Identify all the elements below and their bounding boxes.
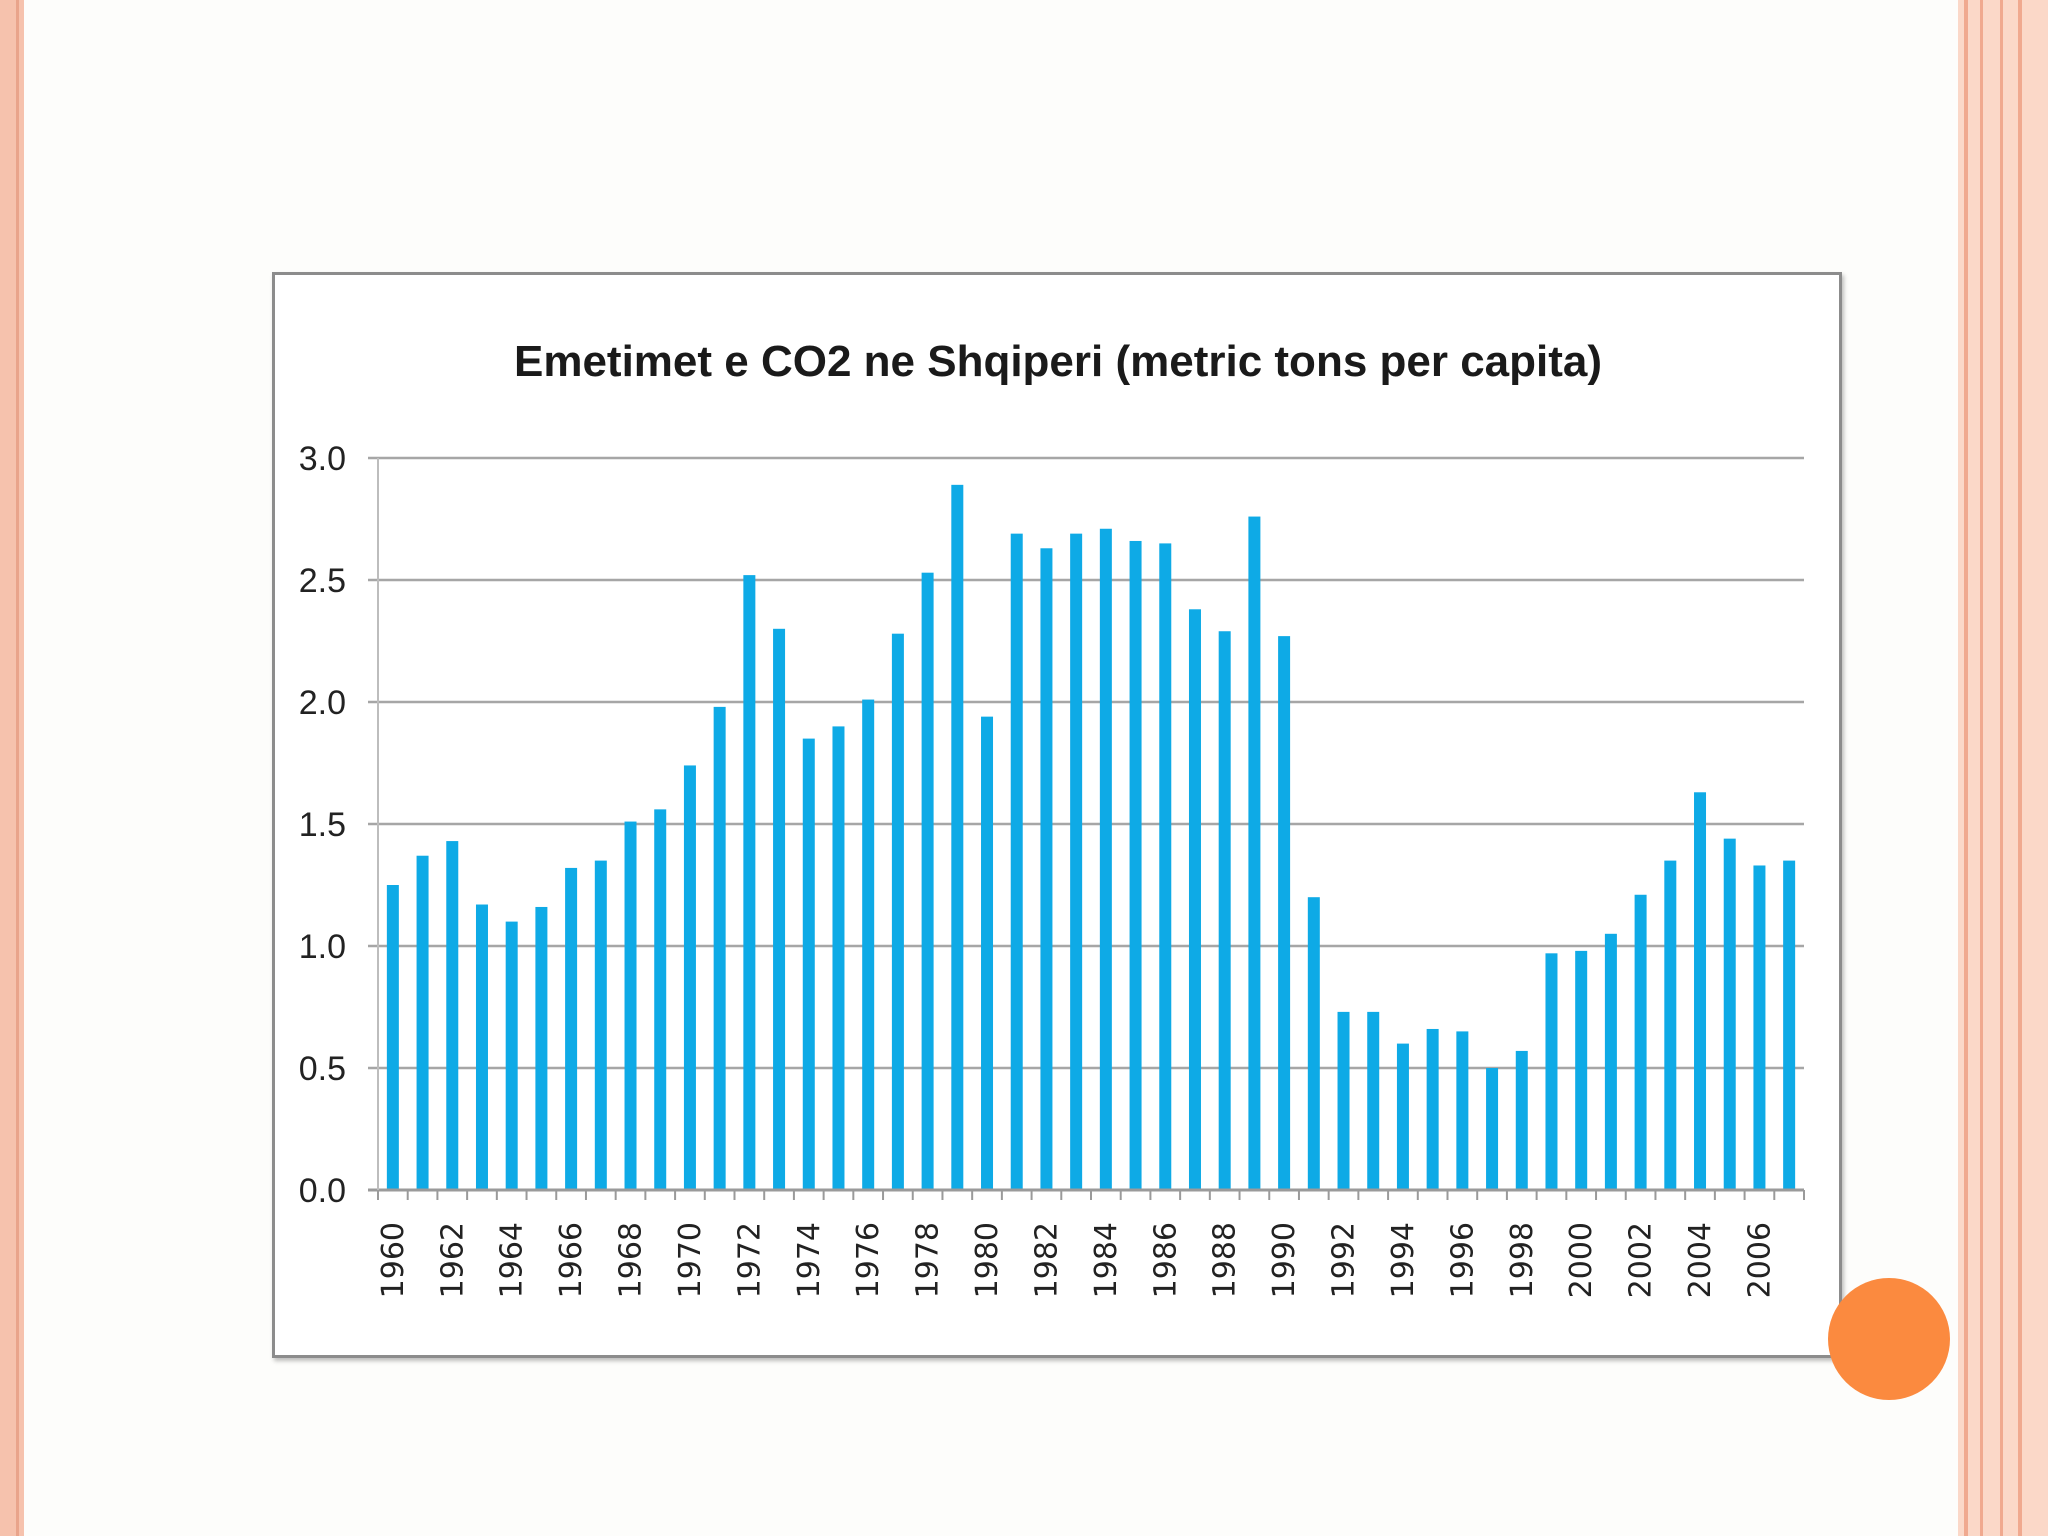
x-tick-label: 1984 — [1089, 1222, 1124, 1298]
bar-1966 — [565, 867, 578, 1190]
bar-2004 — [1694, 792, 1707, 1190]
x-tick-label: 1980 — [970, 1222, 1005, 1298]
bar-1999 — [1545, 953, 1558, 1190]
y-tick-label: 0.0 — [299, 1172, 346, 1210]
bar-1998 — [1515, 1050, 1528, 1190]
y-tick-label: 2.5 — [299, 562, 346, 600]
bar-1990 — [1278, 636, 1291, 1190]
x-tick-label: 2004 — [1683, 1222, 1718, 1298]
chart-title: Emetimet e CO2 ne Shqiperi (metric tons … — [514, 337, 1602, 386]
right-stripe — [2018, 0, 2022, 1536]
bar-1989 — [1248, 516, 1261, 1190]
bar-2006 — [1753, 865, 1766, 1190]
bar-1979 — [951, 484, 964, 1191]
x-tick-label: 2002 — [1624, 1222, 1659, 1298]
bar-1993 — [1367, 1011, 1380, 1190]
x-tick-label: 1962 — [435, 1222, 470, 1298]
bar-1962 — [446, 841, 459, 1190]
gridlines — [368, 456, 1804, 1070]
x-tick-label: 1960 — [376, 1222, 411, 1298]
x-axis — [368, 458, 1805, 1200]
y-tick-label: 0.5 — [299, 1050, 346, 1088]
bar-1995 — [1426, 1028, 1439, 1190]
x-tick-label: 1974 — [792, 1222, 827, 1298]
bar-1960 — [386, 885, 399, 1190]
bar-1963 — [475, 904, 488, 1190]
bars — [386, 484, 1796, 1191]
bar-2005 — [1723, 838, 1736, 1190]
bar-1981 — [1010, 533, 1023, 1190]
x-tick-label: 1986 — [1148, 1222, 1183, 1298]
x-tick-label: 1978 — [911, 1222, 946, 1298]
bar-1978 — [921, 572, 934, 1190]
bar-1997 — [1486, 1068, 1499, 1190]
x-tick-label: 1998 — [1505, 1222, 1540, 1298]
bar-1986 — [1159, 543, 1172, 1190]
bar-2007 — [1783, 860, 1796, 1190]
x-tick-label: 1990 — [1267, 1222, 1302, 1298]
bar-1988 — [1218, 631, 1231, 1190]
bar-1972 — [743, 575, 756, 1190]
bar-1977 — [891, 633, 904, 1190]
x-tick-label: 1964 — [495, 1222, 530, 1298]
bar-1969 — [654, 809, 667, 1190]
x-tick-label: 2000 — [1564, 1222, 1599, 1298]
bar-1976 — [862, 699, 875, 1190]
bar-1974 — [802, 738, 815, 1190]
bar-1973 — [773, 628, 786, 1190]
x-tick-label: 1976 — [851, 1222, 886, 1298]
x-tick-label: 1982 — [1029, 1222, 1064, 1298]
x-tick-label: 1966 — [554, 1222, 589, 1298]
bar-2002 — [1634, 894, 1647, 1190]
bar-1987 — [1188, 609, 1201, 1190]
bar-1994 — [1396, 1043, 1409, 1190]
bar-1968 — [624, 821, 637, 1190]
bar-1982 — [1040, 548, 1053, 1190]
x-tick-label: 1996 — [1445, 1222, 1480, 1298]
bar-2003 — [1664, 860, 1677, 1190]
bar-1971 — [713, 706, 726, 1190]
bar-1961 — [416, 855, 429, 1190]
y-axis-ticks: 0.0 0.5 1.0 1.5 2.0 2.5 3.0 — [299, 440, 346, 1210]
bar-1965 — [535, 906, 548, 1190]
bar-1984 — [1099, 528, 1112, 1190]
right-stripe — [2000, 0, 2003, 1536]
bar-1980 — [981, 716, 994, 1190]
bar-1975 — [832, 726, 845, 1190]
x-tick-label: 1988 — [1208, 1222, 1243, 1298]
x-tick-label: 1970 — [673, 1222, 708, 1298]
bar-1991 — [1307, 897, 1320, 1190]
x-tick-label: 1972 — [732, 1222, 767, 1298]
right-decorative-border — [1958, 0, 2048, 1536]
right-stripe — [1964, 0, 1968, 1536]
right-stripe — [1980, 0, 1983, 1536]
bar-1964 — [505, 921, 518, 1190]
bar-1996 — [1456, 1031, 1469, 1190]
x-tick-label: 1992 — [1327, 1222, 1362, 1298]
y-tick-label: 1.5 — [299, 806, 346, 844]
bar-1970 — [683, 765, 696, 1190]
bar-2000 — [1575, 950, 1588, 1190]
y-tick-label: 3.0 — [299, 440, 346, 478]
left-decorative-border — [0, 0, 24, 1536]
x-tick-label: 1968 — [614, 1222, 649, 1298]
x-tick-label: 2006 — [1742, 1222, 1777, 1298]
bar-2001 — [1604, 933, 1617, 1190]
x-axis-ticks: 1960 1962 1964 1966 1968 1970 1972 1974 1976 1978… — [376, 1222, 1778, 1298]
decorative-orange-circle — [1828, 1278, 1950, 1400]
y-tick-label: 2.0 — [299, 684, 346, 722]
bar-1985 — [1129, 540, 1142, 1190]
y-tick-label: 1.0 — [299, 928, 346, 966]
left-border-line — [16, 0, 19, 1536]
bar-1967 — [594, 860, 607, 1190]
bar-1983 — [1070, 533, 1083, 1190]
bar-1992 — [1337, 1011, 1350, 1190]
x-tick-label: 1994 — [1386, 1222, 1421, 1298]
